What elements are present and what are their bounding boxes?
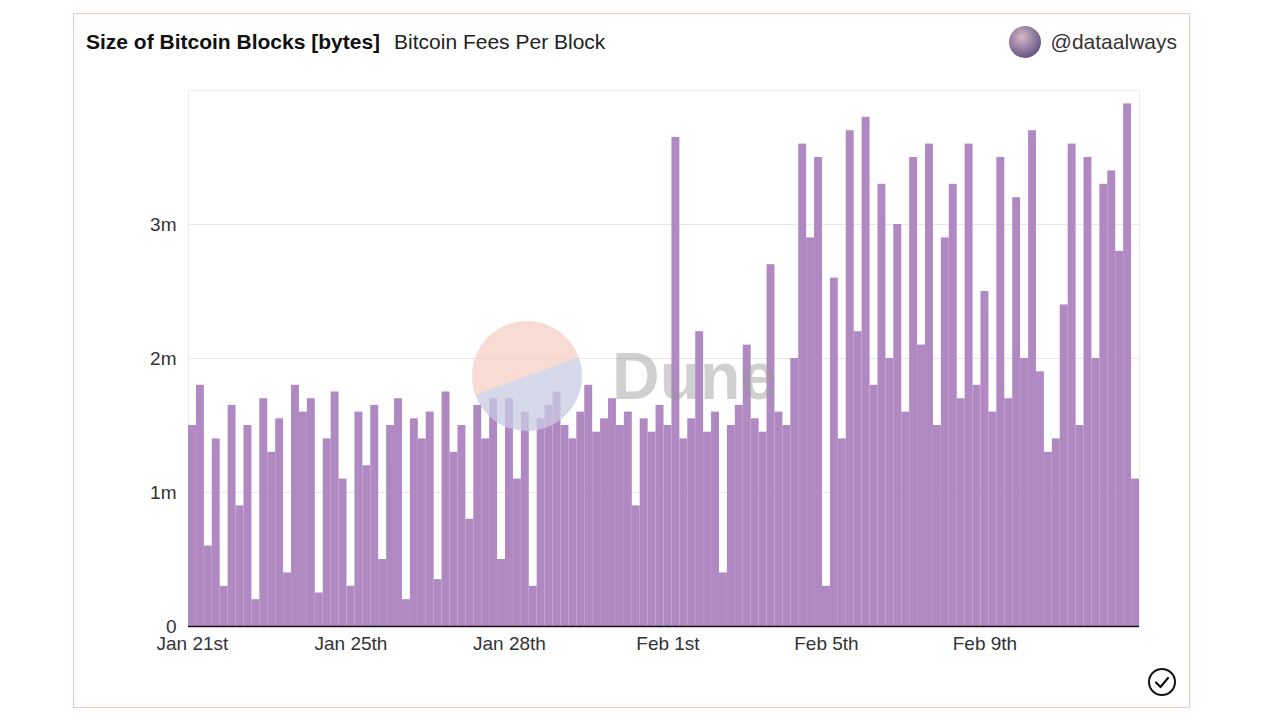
svg-text:Jan 25th: Jan 25th (315, 633, 388, 654)
html-text:Dune: Dune (612, 339, 777, 413)
svg-text:3m: 3m (150, 214, 176, 235)
svg-text:Jan 21st: Jan 21st (157, 633, 230, 654)
svg-text:Feb 9th: Feb 9th (953, 633, 1017, 654)
html-text:@dataalways: @dataalways (1050, 30, 1177, 53)
svg-text:2m: 2m (150, 348, 176, 369)
svg-text:Jan 28th: Jan 28th (473, 633, 546, 654)
svg-text:Feb 5th: Feb 5th (794, 633, 858, 654)
html-text:Size of Bitcoin Blocks [bytes]: Size of Bitcoin Blocks [bytes] (86, 30, 381, 53)
svg-text:Feb 1st: Feb 1st (636, 633, 700, 654)
svg-text:0: 0 (165, 615, 177, 637)
svg-text:1m: 1m (150, 482, 176, 503)
html-text:Bitcoin Fees Per Block: Bitcoin Fees Per Block (394, 30, 606, 53)
